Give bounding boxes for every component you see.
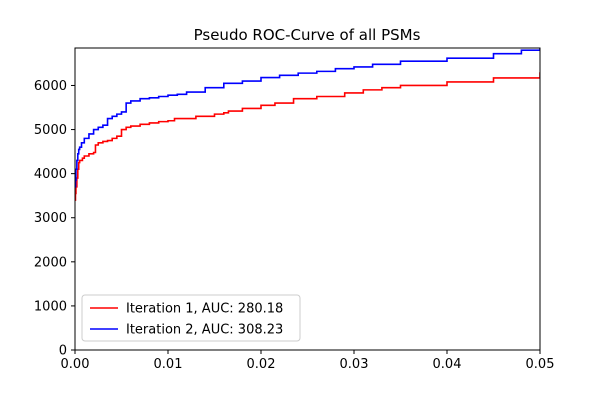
chart-title: Pseudo ROC-Curve of all PSMs — [194, 26, 421, 44]
x-tick-label: 0.02 — [247, 357, 276, 372]
legend-box — [81, 294, 301, 342]
plot-frame — [74, 47, 541, 351]
legend-label-2: Iteration 2, AUC: 308.23 — [126, 323, 283, 338]
y-tick-label: 3000 — [34, 211, 67, 226]
y-tick-label: 4000 — [34, 167, 67, 182]
x-tick-label: 0.01 — [154, 357, 183, 372]
x-tick-label: 0.03 — [340, 357, 369, 372]
y-tick-label: 5000 — [34, 123, 67, 138]
y-tick-label: 0 — [59, 344, 67, 359]
x-tick-label: 0.04 — [433, 357, 462, 372]
y-tick-label: 1000 — [34, 299, 67, 314]
x-tick-label: 0.00 — [61, 357, 90, 372]
y-tick-label: 6000 — [34, 79, 67, 94]
series-line-1 — [75, 72, 540, 201]
legend-label-1: Iteration 1, AUC: 280.18 — [126, 302, 283, 317]
series-line-2 — [75, 48, 540, 188]
y-tick-label: 2000 — [34, 255, 67, 270]
x-tick-label: 0.05 — [526, 357, 555, 372]
